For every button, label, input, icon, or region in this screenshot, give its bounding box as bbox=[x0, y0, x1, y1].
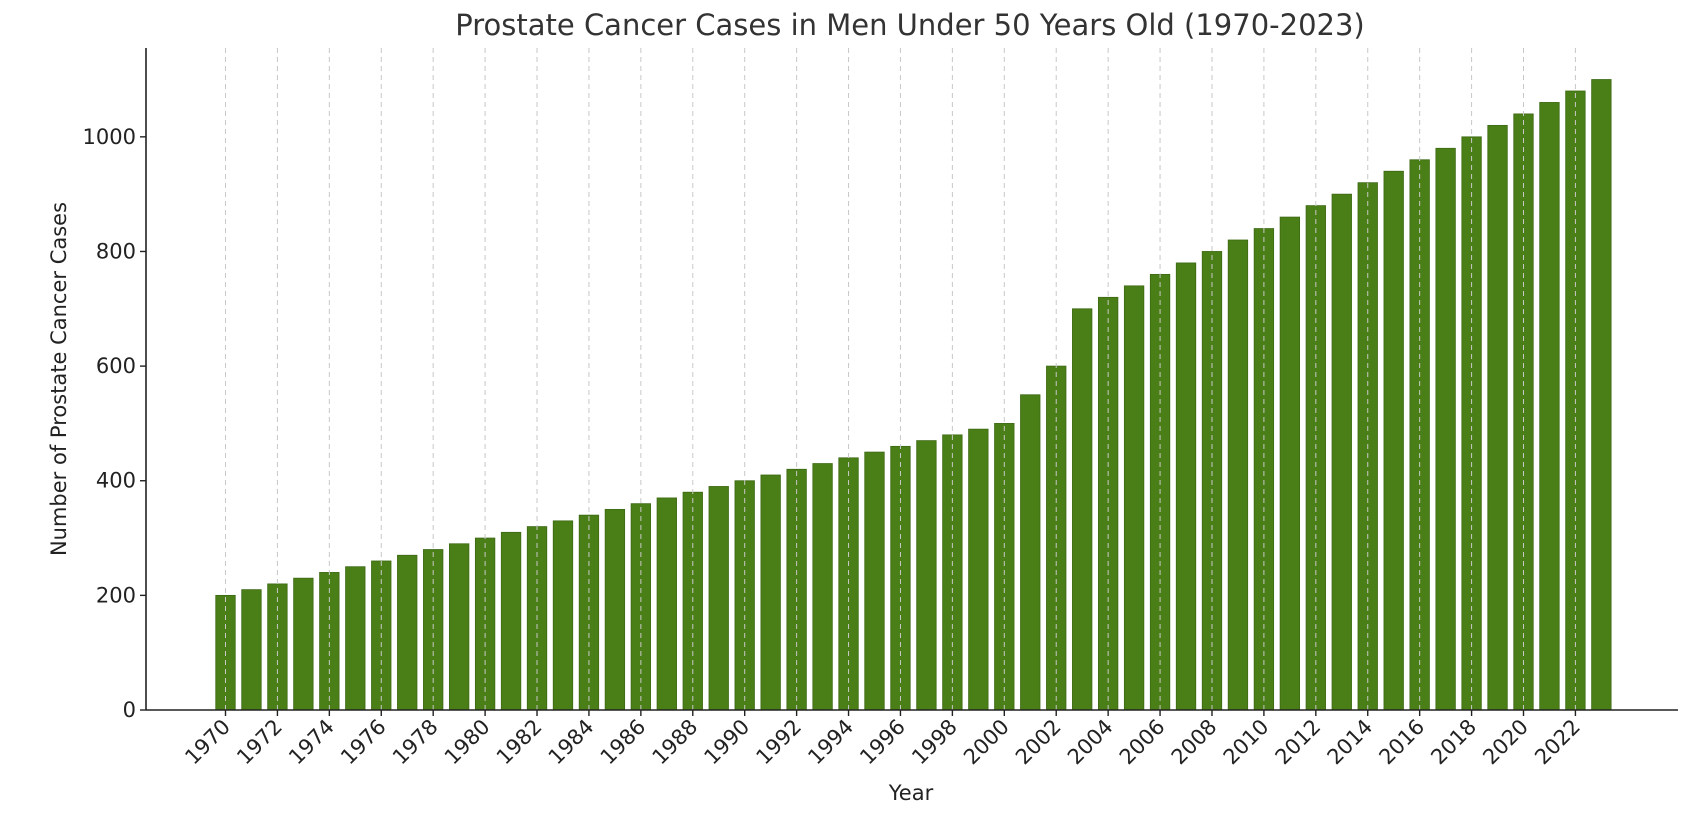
bar-2015 bbox=[1383, 170, 1404, 711]
x-tick-label-1976: 1976 bbox=[336, 715, 391, 770]
x-tick-label-2008: 2008 bbox=[1167, 715, 1222, 770]
bar-1985 bbox=[604, 508, 626, 711]
x-tick-label-1988: 1988 bbox=[648, 715, 703, 770]
x-tick-label-1992: 1992 bbox=[751, 715, 806, 770]
bar-1987 bbox=[656, 497, 677, 711]
bar-2017 bbox=[1435, 147, 1456, 711]
bar-2004 bbox=[1097, 296, 1119, 711]
chart-title: Prostate Cancer Cases in Men Under 50 Ye… bbox=[455, 8, 1364, 42]
bar-1995 bbox=[864, 451, 885, 711]
x-tick-label-2014: 2014 bbox=[1323, 715, 1378, 770]
y-tick-label-200: 200 bbox=[96, 583, 136, 607]
x-tick-label-2018: 2018 bbox=[1426, 715, 1481, 770]
y-ticks: 0 200 400 600 800 1000 bbox=[83, 125, 146, 722]
x-tick-label-1984: 1984 bbox=[544, 715, 599, 770]
bar-1990 bbox=[734, 480, 755, 711]
y-tick-label-400: 400 bbox=[96, 469, 136, 493]
bar-2001 bbox=[1020, 394, 1041, 711]
x-tick-label-2004: 2004 bbox=[1063, 715, 1118, 770]
bar-2005 bbox=[1123, 285, 1145, 711]
x-tick-label-1970: 1970 bbox=[180, 715, 235, 770]
y-tick-label-600: 600 bbox=[96, 354, 136, 378]
x-axis-label: Year bbox=[888, 781, 934, 805]
bar-2009 bbox=[1227, 239, 1249, 711]
y-tick-label-1000: 1000 bbox=[83, 125, 136, 149]
axes bbox=[145, 48, 1678, 711]
bar-1999 bbox=[968, 428, 989, 711]
x-tick-label-2022: 2022 bbox=[1530, 715, 1585, 770]
bar-1997 bbox=[916, 440, 937, 711]
x-tick-label-2016: 2016 bbox=[1374, 715, 1429, 770]
x-tick-label-1990: 1990 bbox=[699, 715, 754, 770]
x-tick-label-1982: 1982 bbox=[492, 715, 547, 770]
x-tick-label-1978: 1978 bbox=[388, 715, 443, 770]
x-tick-label-1994: 1994 bbox=[803, 715, 858, 770]
bar-1979 bbox=[448, 543, 470, 711]
x-tick-label-2010: 2010 bbox=[1219, 715, 1274, 770]
bar-2011 bbox=[1279, 216, 1301, 711]
bar-1989 bbox=[708, 486, 729, 711]
grid-lines bbox=[225, 48, 1576, 710]
bars bbox=[215, 79, 1612, 711]
bar-1971 bbox=[241, 589, 262, 711]
x-tick-label-2002: 2002 bbox=[1011, 715, 1066, 770]
x-tick-label-1972: 1972 bbox=[232, 715, 287, 770]
x-tick-label-1996: 1996 bbox=[855, 715, 910, 770]
x-tick-label-2000: 2000 bbox=[959, 715, 1014, 770]
bar-2021 bbox=[1539, 102, 1560, 711]
x-tick-label-1980: 1980 bbox=[440, 715, 495, 770]
bar-1991 bbox=[760, 474, 781, 711]
bar-1981 bbox=[500, 531, 522, 711]
x-tick-label-1986: 1986 bbox=[596, 715, 651, 770]
x-tick-label-1974: 1974 bbox=[284, 715, 339, 770]
bar-2023 bbox=[1591, 79, 1612, 711]
bar-2003 bbox=[1072, 308, 1093, 711]
bar-2013 bbox=[1331, 193, 1352, 711]
bar-2007 bbox=[1175, 262, 1197, 711]
bar-1975 bbox=[345, 566, 366, 711]
y-tick-label-0: 0 bbox=[123, 698, 136, 722]
y-tick-label-800: 800 bbox=[96, 239, 136, 263]
x-tick-label-2020: 2020 bbox=[1478, 715, 1533, 770]
x-tick-label-2006: 2006 bbox=[1115, 715, 1170, 770]
bar-1973 bbox=[293, 577, 314, 711]
bar-1993 bbox=[812, 463, 833, 711]
bar-1977 bbox=[397, 554, 418, 711]
x-tick-label-1998: 1998 bbox=[907, 715, 962, 770]
y-axis-label: Number of Prostate Cancer Cases bbox=[47, 202, 71, 556]
x-tick-label-2012: 2012 bbox=[1271, 715, 1326, 770]
bar-1983 bbox=[552, 520, 574, 711]
x-ticks: 1970197219741976197819801982198419861988… bbox=[180, 710, 1585, 769]
bar-2019 bbox=[1487, 124, 1508, 711]
